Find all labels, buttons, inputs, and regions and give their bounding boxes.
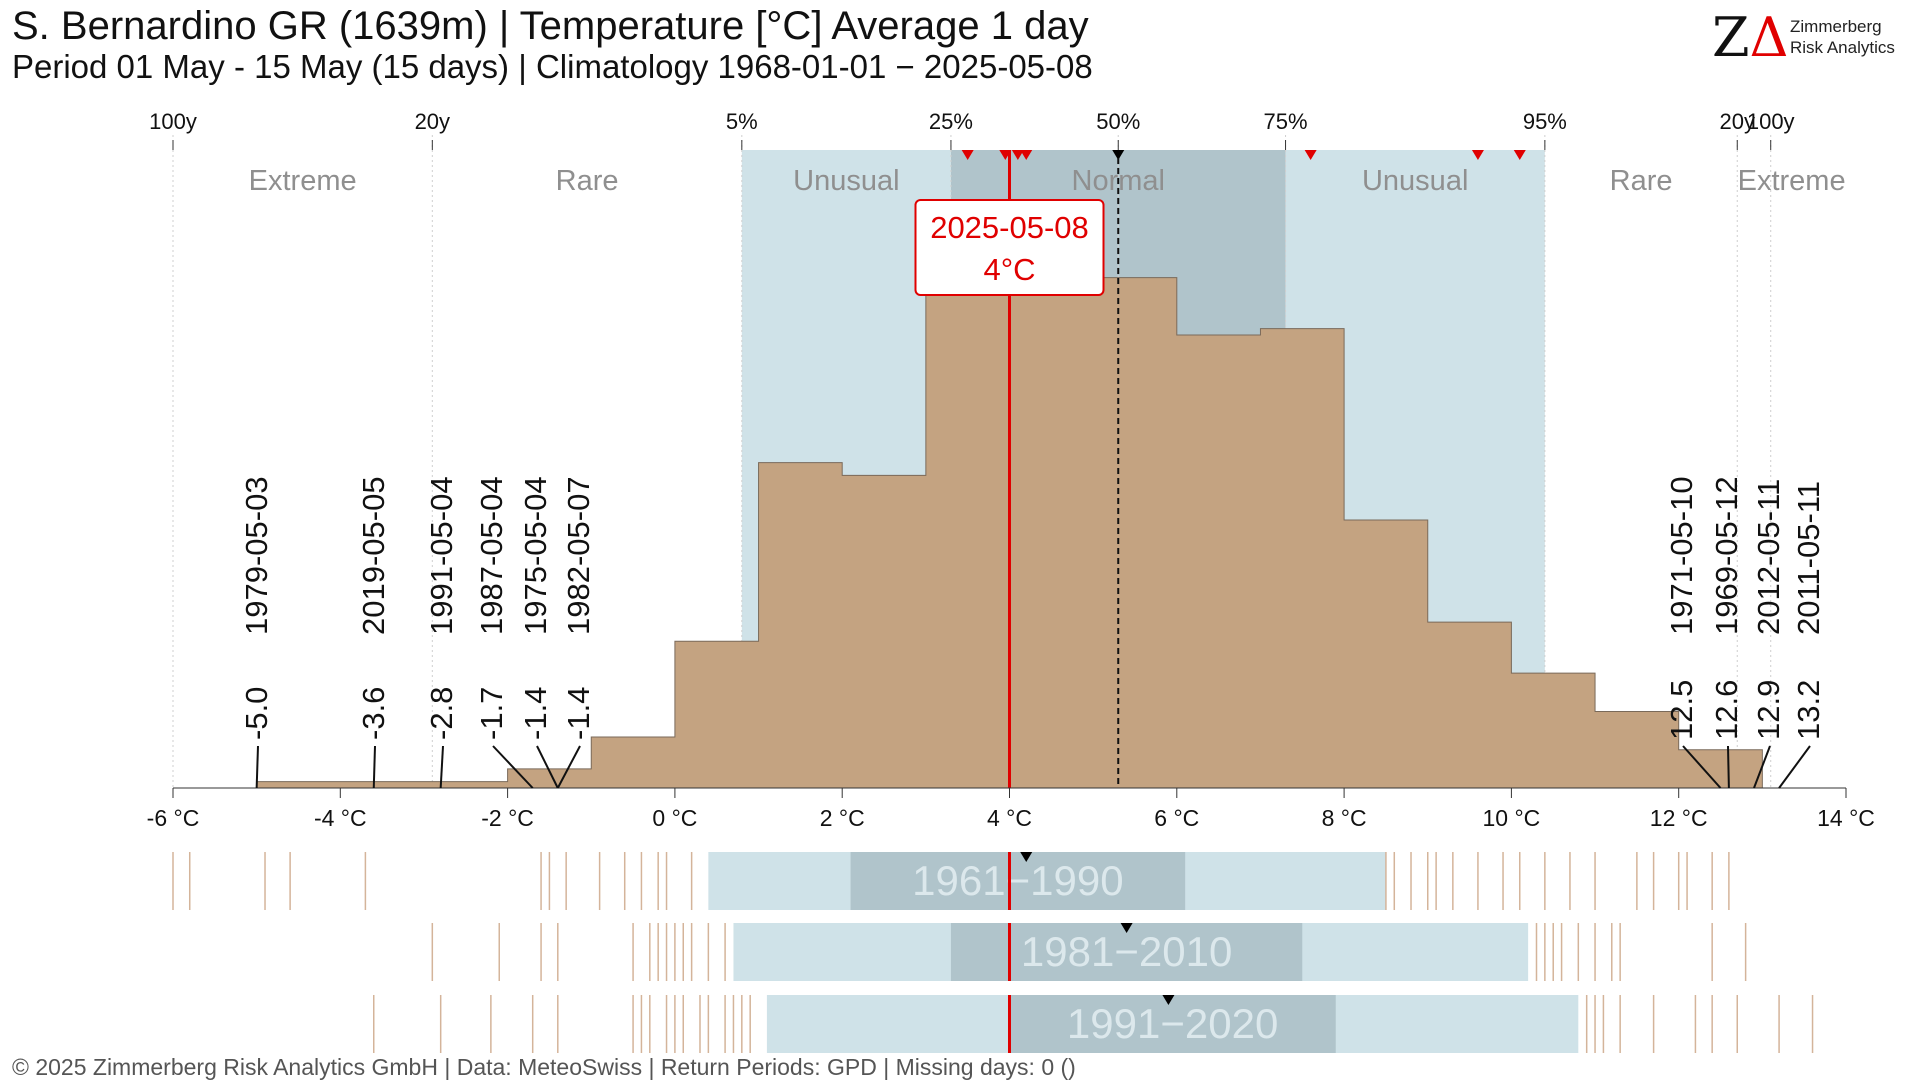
quantile-label: 75% <box>1264 109 1308 134</box>
extreme-leader-line <box>1753 745 1771 789</box>
recent-marker-icon <box>1020 150 1033 160</box>
quantile-label: 100y <box>149 109 197 134</box>
x-tick-label: -4 °C <box>314 805 367 831</box>
strip-period-label: 1991−2020 <box>1067 1000 1278 1047</box>
extreme-value-label: 12.9 <box>1751 680 1786 740</box>
zone-label: Extreme <box>249 165 357 197</box>
extreme-leader-line <box>536 745 559 789</box>
extreme-date-label: 2012-05-11 <box>1751 479 1786 635</box>
extreme-value-label: -3.6 <box>356 687 391 740</box>
x-tick-label: 4 °C <box>987 805 1032 831</box>
strip-period-label: 1981−2010 <box>1021 928 1232 975</box>
extreme-value-label: 13.2 <box>1791 680 1826 740</box>
x-tick-label: 14 °C <box>1817 805 1875 831</box>
strip-median-marker-icon <box>1120 923 1133 933</box>
extreme-value-label: -5.0 <box>239 687 274 740</box>
extreme-date-label: 1987-05-04 <box>474 476 509 635</box>
extreme-value-label: 12.6 <box>1709 680 1744 740</box>
recent-marker-icon <box>961 150 974 160</box>
extreme-leader-line <box>492 745 534 789</box>
extreme-leader-line <box>372 745 376 789</box>
extreme-leader-line <box>439 745 444 789</box>
quantile-label: 100y <box>1747 109 1795 134</box>
quantile-label: 20y <box>415 109 450 134</box>
climate-strip: 1991−2020 <box>373 995 1814 1053</box>
logo-line-2: Risk Analytics <box>1790 38 1895 57</box>
extreme-date-label: 2011-05-11 <box>1791 481 1826 635</box>
extreme-records: -5.0 1979-05-03 -3.6 2019-05-05 -2.8 1991-05-… <box>239 476 1826 789</box>
logo-wordmark: Zimmerberg Risk Analytics <box>1790 16 1895 58</box>
extreme-leader-line <box>1778 745 1811 789</box>
x-tick-label: 12 °C <box>1650 805 1708 831</box>
x-tick-label: 8 °C <box>1322 805 1367 831</box>
x-tick-label: -6 °C <box>147 805 200 831</box>
strip-period-label: 1961−1990 <box>912 857 1123 904</box>
extreme-date-label: 1979-05-03 <box>239 476 274 635</box>
strip-median-marker-icon <box>1020 852 1033 862</box>
zone-label: Rare <box>556 165 619 197</box>
extreme-date-label: 1975-05-04 <box>518 476 553 635</box>
recent-marker-icon <box>1471 150 1484 160</box>
extreme-leader-line <box>1682 745 1722 789</box>
zone-label: Unusual <box>793 165 899 197</box>
strip-normal-band <box>1009 995 1336 1053</box>
current-date-label: 2025-05-08 <box>930 210 1089 245</box>
extreme-value-label: 12.5 <box>1664 680 1699 740</box>
current-value-label: 4°C <box>983 252 1035 287</box>
x-axis: -6 °C -4 °C -2 °C 0 °C 2 °C 4 °C 6 °C 8 °C 10 °C… <box>147 787 1875 831</box>
extreme-leader-line <box>1727 745 1730 789</box>
extreme-date-label: 1982-05-07 <box>561 476 596 635</box>
x-tick-label: -2 °C <box>481 805 534 831</box>
footer-credits: © 2025 Zimmerberg Risk Analytics GmbH | … <box>12 1054 1076 1080</box>
extreme-value-label: -2.8 <box>424 687 459 740</box>
quantile-label: 50% <box>1096 109 1140 134</box>
quantile-label: 95% <box>1523 109 1567 134</box>
recent-markers <box>961 150 1526 160</box>
x-tick-label: 0 °C <box>652 805 697 831</box>
company-logo: ZΔ Zimmerberg Risk Analytics <box>1712 8 1912 68</box>
extreme-date-label: 2019-05-05 <box>356 476 391 635</box>
recent-marker-icon <box>1513 150 1526 160</box>
zone-label: Extreme <box>1738 165 1846 197</box>
quantile-label: 5% <box>726 109 758 134</box>
extreme-value-label: -1.4 <box>561 687 596 740</box>
chart-subtitle: Period 01 May - 15 May (15 days) | Clima… <box>12 48 1093 85</box>
logo-mark-icon: ZΔ <box>1712 8 1789 68</box>
quantile-label: 25% <box>929 109 973 134</box>
climate-period-strips: 1961−1990 1981−2010 1991−2020 <box>172 852 1814 1053</box>
zone-label: Rare <box>1610 165 1673 197</box>
x-tick-label: 6 °C <box>1154 805 1199 831</box>
strip-median-marker-icon <box>1162 995 1175 1005</box>
extreme-date-label: 1991-05-04 <box>424 476 459 635</box>
x-tick-label: 2 °C <box>820 805 865 831</box>
climate-strip: 1981−2010 <box>431 923 1747 981</box>
chart-title: S. Bernardino GR (1639m) | Temperature [… <box>12 4 1089 48</box>
extreme-value-label: -1.4 <box>518 687 553 740</box>
logo-line-1: Zimmerberg <box>1790 17 1882 36</box>
extreme-leader-line <box>255 745 259 789</box>
extreme-date-label: 1969-05-12 <box>1709 476 1744 635</box>
recent-marker-icon <box>1304 150 1317 160</box>
extreme-date-label: 1971-05-10 <box>1664 476 1699 635</box>
zone-label: Unusual <box>1362 165 1468 197</box>
x-tick-label: 10 °C <box>1483 805 1541 831</box>
extreme-value-label: -1.7 <box>474 687 509 740</box>
recent-marker-icon <box>1011 150 1024 160</box>
current-callout-box <box>914 199 1105 296</box>
strip-normal-band <box>850 852 1186 910</box>
median-marker-icon <box>1112 150 1125 160</box>
current-value-callout: 2025-05-08 4°C <box>914 199 1105 296</box>
quantile-label: 20y <box>1720 109 1755 134</box>
logo-letter-z: Z <box>1712 6 1750 69</box>
logo-letter-delta: Δ <box>1749 6 1789 69</box>
climate-strip: 1961−1990 <box>172 852 1730 910</box>
extreme-leader-line <box>556 745 581 789</box>
